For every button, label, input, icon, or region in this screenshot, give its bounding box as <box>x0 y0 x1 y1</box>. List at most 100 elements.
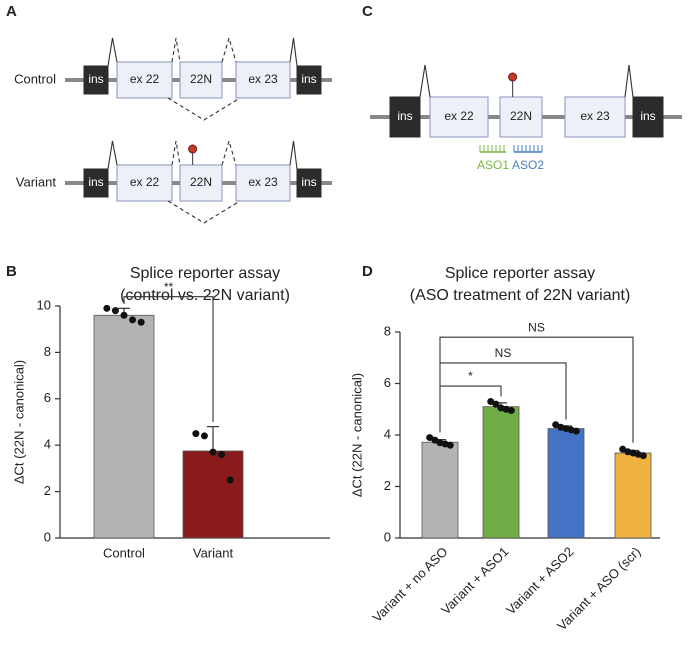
aso-label: ASO2 <box>512 158 544 172</box>
row-label: Variant <box>16 174 57 189</box>
exon-label: 22N <box>190 175 212 189</box>
exon-label: 22N <box>190 72 212 86</box>
exon-label: ex 22 <box>444 109 474 123</box>
bar <box>421 441 459 539</box>
exon-label: 22N <box>510 109 532 123</box>
bar <box>547 428 585 539</box>
significance-bracket <box>123 296 214 422</box>
y-tick-label: 4 <box>44 437 51 452</box>
exon-label: ins <box>301 72 316 86</box>
exon-box <box>235 61 291 99</box>
exon-box <box>179 61 223 99</box>
exon-label: ins <box>301 175 316 189</box>
x-tick-label: Variant + no ASO <box>369 544 450 625</box>
exon-label: ex 22 <box>130 72 160 86</box>
variant-marker <box>188 144 198 154</box>
data-point <box>572 427 580 435</box>
significance-label: ** <box>164 280 174 294</box>
panel-label: B <box>6 263 17 280</box>
insulator-box <box>83 65 109 95</box>
panel-label: A <box>6 3 17 20</box>
bar <box>182 450 244 539</box>
y-tick-label: 0 <box>44 529 51 544</box>
significance-bracket <box>439 336 634 443</box>
x-tick-label: Variant + ASO2 <box>503 544 577 618</box>
significance-label: NS <box>528 320 545 334</box>
y-tick-label: 10 <box>37 297 51 312</box>
exon-label: ins <box>397 109 412 123</box>
exon-box <box>499 96 543 138</box>
y-tick-label: 2 <box>384 478 391 493</box>
insulator-box <box>83 168 109 198</box>
bar <box>482 406 520 539</box>
chart-title: Splice reporter assay <box>130 265 280 282</box>
data-point <box>507 407 515 415</box>
exon-box <box>564 96 626 138</box>
exon-box <box>116 61 173 99</box>
exon-box <box>116 164 173 202</box>
exon-label: ins <box>640 109 655 123</box>
panel-label: D <box>362 263 373 280</box>
chart-title: (ASO treatment of 22N variant) <box>410 287 631 304</box>
data-point <box>129 316 137 324</box>
splice-junction <box>221 36 237 63</box>
splice-junction <box>624 64 634 98</box>
y-tick-label: 8 <box>384 323 391 338</box>
data-point <box>446 441 454 449</box>
splice-junction <box>221 139 237 166</box>
insulator-box <box>296 65 322 95</box>
exon-box <box>235 164 291 202</box>
splice-junction <box>171 37 181 63</box>
y-tick-label: 8 <box>44 344 51 359</box>
data-point <box>209 448 217 456</box>
exon-label: ins <box>88 72 103 86</box>
aso-label: ASO1 <box>477 158 509 172</box>
x-tick-label: Control <box>103 545 145 560</box>
data-point <box>639 452 647 460</box>
splice-junction <box>107 140 118 170</box>
splice-junction <box>167 97 241 121</box>
significance-label: NS <box>495 346 512 360</box>
insulator-box <box>389 96 421 138</box>
y-axis-label: ΔCt (22N - canonical) <box>349 373 364 497</box>
data-point <box>111 307 119 315</box>
exon-box <box>429 96 489 138</box>
panel-label: C <box>362 3 373 20</box>
exon-label: ex 23 <box>248 175 278 189</box>
insulator-box <box>632 96 664 138</box>
data-point <box>226 476 234 484</box>
data-point <box>492 400 500 408</box>
y-tick-label: 4 <box>384 426 391 441</box>
y-axis-label: ΔCt (22N - canonical) <box>11 360 26 484</box>
bar <box>93 314 155 539</box>
significance-bracket <box>439 385 502 433</box>
splice-junction <box>289 37 298 67</box>
significance-label: * <box>468 369 473 383</box>
significance-bracket <box>439 362 567 420</box>
data-point <box>200 432 208 440</box>
variant-marker <box>508 72 518 82</box>
data-point <box>137 318 145 326</box>
bar <box>614 452 652 539</box>
row-label: Control <box>14 71 56 86</box>
data-point <box>103 304 111 312</box>
splice-junction <box>107 37 118 67</box>
splice-junction <box>419 64 431 98</box>
exon-label: ex 22 <box>130 175 160 189</box>
splice-junction <box>289 140 298 170</box>
x-tick-label: Variant <box>193 545 234 560</box>
data-point <box>120 311 128 319</box>
exon-label: ex 23 <box>580 109 610 123</box>
y-tick-label: 0 <box>384 529 391 544</box>
chart-title: Splice reporter assay <box>445 265 595 282</box>
insulator-box <box>296 168 322 198</box>
y-tick-label: 6 <box>44 390 51 405</box>
splice-junction <box>167 200 241 224</box>
chart-title: (control vs. 22N variant) <box>120 287 290 304</box>
data-point <box>218 450 226 458</box>
exon-label: ex 23 <box>248 72 278 86</box>
splice-junction <box>171 140 181 166</box>
y-tick-label: 2 <box>44 483 51 498</box>
exon-box <box>179 164 223 202</box>
